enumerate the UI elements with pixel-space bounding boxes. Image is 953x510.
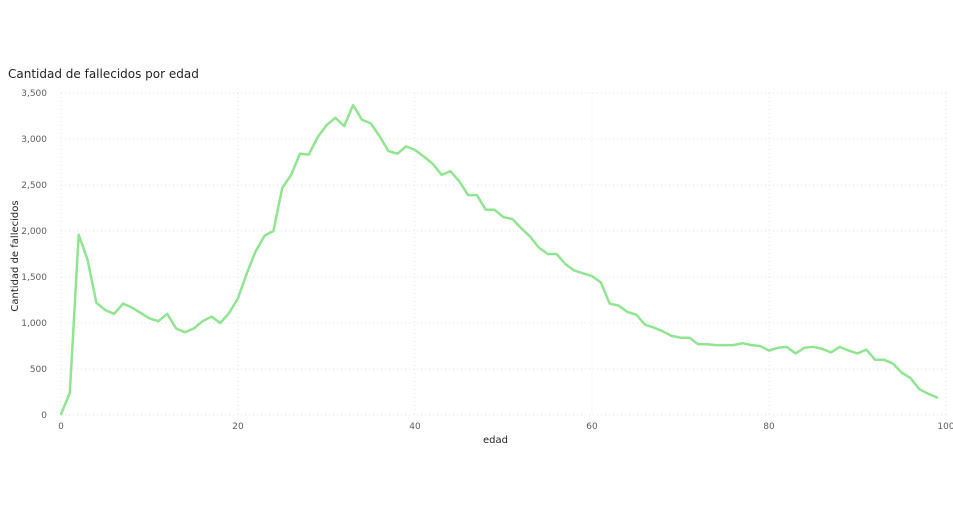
x-tick-label: 100 (937, 422, 953, 432)
x-tick-label: 0 (58, 422, 64, 432)
x-tick-label: 80 (763, 422, 775, 432)
x-axis-title: edad (483, 435, 508, 446)
y-axis-title: Cantidad de fallecidos (10, 200, 21, 311)
y-tick-label: 3,000 (21, 135, 47, 145)
x-tick-label: 20 (232, 422, 244, 432)
y-tick-label: 500 (30, 365, 47, 375)
y-tick-label: 3,500 (21, 89, 47, 99)
x-tick-label: 60 (586, 422, 598, 432)
x-tick-label: 40 (409, 422, 421, 432)
gridlines (60, 92, 947, 416)
y-tick-label: 1,500 (21, 273, 47, 283)
y-tick-label: 2,000 (21, 227, 47, 237)
y-tick-label: 2,500 (21, 181, 47, 191)
series-line[interactable] (59, 103, 939, 416)
axis-ticks: 0 500 1,000 1,500 2,000 2,500 3,000 3,500 0 20 40 6… (21, 89, 953, 432)
y-tick-label: 0 (41, 411, 47, 421)
chart-title: Cantidad de fallecidos por edad (8, 67, 199, 81)
y-tick-label: 1,000 (21, 319, 47, 329)
series-layer (59, 103, 939, 416)
